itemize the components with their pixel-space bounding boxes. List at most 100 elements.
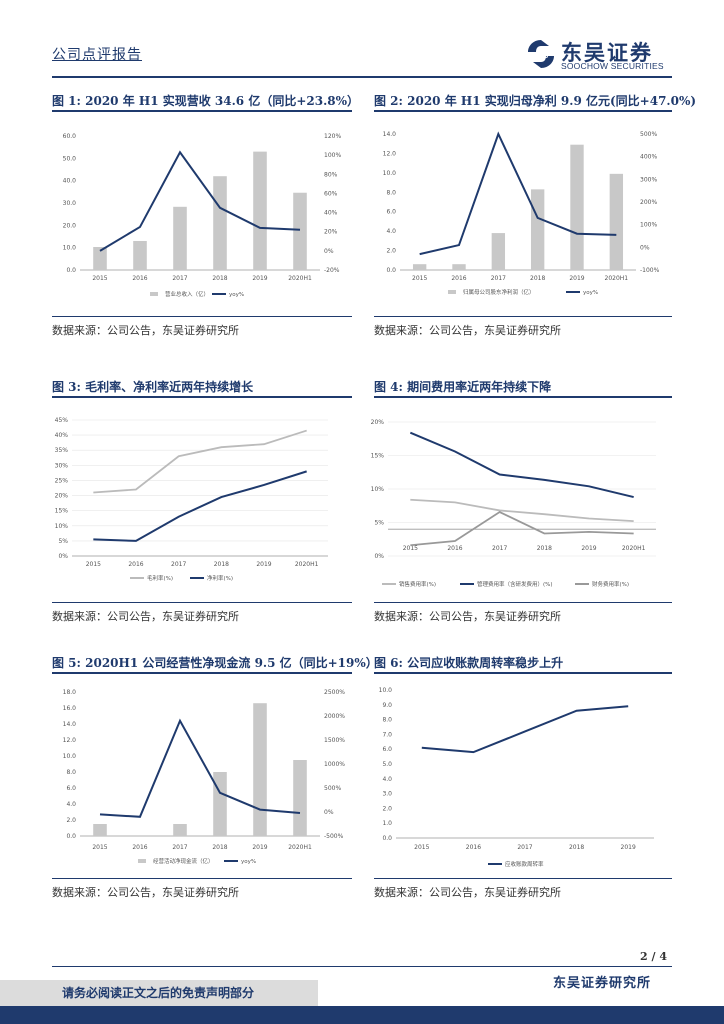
x-tick-label: 2015	[86, 561, 101, 568]
x-tick-label: 2017	[171, 561, 186, 568]
x-tick-label: 2016	[447, 545, 462, 552]
series-line	[99, 718, 301, 818]
y-tick-label: 2.0	[386, 248, 396, 255]
legend-label: yoy%	[241, 859, 256, 865]
bar	[412, 264, 427, 270]
logo-mark-text: SCS	[534, 53, 549, 60]
figure-4-source-rule	[374, 602, 672, 603]
x-tick-label: 2018	[569, 844, 584, 851]
y2-tick-label: 0%	[324, 809, 334, 816]
figure-1-source-rule	[52, 316, 352, 317]
figure-5-source-rule	[52, 878, 352, 879]
legend-label: 经营活动净现金流（亿）	[153, 857, 214, 865]
x-tick-label: 2017	[492, 545, 507, 552]
y-tick-label: 15%	[371, 453, 385, 460]
footer-disclaimer-box	[0, 980, 318, 1006]
x-tick-label: 2020H1	[622, 545, 646, 552]
logo-name-en: SOOCHOW SECURITIES	[561, 61, 664, 71]
figure-5-chart: 0.0 2.0 4.0 6.0 8.0 10.0 12.0 14.0 16.0 18.0 -500%…	[63, 689, 346, 865]
legend-label: 销售费用率(%)	[399, 580, 436, 588]
figure-3-source-rule	[52, 602, 352, 603]
y-tick-label: 5%	[58, 538, 68, 545]
figure-3-title: 图 3: 毛利率、净利率近两年持续增长	[52, 380, 254, 394]
figure-6-source-rule	[374, 878, 672, 879]
legend-label: 归属母公司股东净利润（亿）	[463, 288, 535, 296]
x-tick-label: 2015	[403, 545, 418, 552]
y-tick-label: 30%	[55, 462, 69, 469]
series-line	[410, 511, 634, 547]
y-tick-label: 40%	[55, 432, 69, 439]
figure-2-source-rule	[374, 316, 672, 317]
y2-tick-label: 20%	[324, 229, 338, 236]
y-tick-label: 12.0	[383, 150, 397, 157]
y-tick-label: 0.0	[66, 267, 76, 274]
y2-tick-label: 2500%	[324, 689, 345, 696]
figure-6-chart: 0.0 1.0 2.0 3.0 4.0 5.0 6.0 7.0 8.0 9.0 10.0 2015 20…	[379, 687, 654, 868]
y-tick-label: 16.0	[63, 705, 77, 712]
footer-institution: 东吴证券研究所	[553, 976, 652, 991]
figure-5-title: 图 5: 2020H1 公司经营性净现金流 9.5 亿（同比+19%）	[52, 656, 378, 670]
x-tick-label: 2015	[92, 275, 107, 282]
y-tick-label: 14.0	[63, 721, 77, 728]
y-tick-label: 40.0	[63, 178, 77, 185]
y-tick-label: 0%	[374, 553, 384, 560]
x-tick-label: 2016	[132, 275, 147, 282]
y-tick-label: 1.0	[382, 820, 392, 827]
bar	[452, 264, 466, 270]
y-tick-label: 0%	[58, 553, 68, 560]
y2-tick-label: -100%	[640, 267, 660, 274]
y-tick-label: 20%	[371, 419, 385, 426]
y-tick-label: 4.0	[386, 228, 396, 235]
figure-1-rule	[52, 110, 352, 112]
legend-label: 营业总收入（亿）	[165, 290, 209, 298]
y-tick-label: 0.0	[66, 833, 76, 840]
x-tick-label: 2018	[214, 561, 229, 568]
y-tick-label: 20%	[55, 493, 69, 500]
bar	[173, 824, 187, 836]
x-tick-label: 2015	[92, 844, 107, 851]
y-tick-label: 3.0	[382, 791, 392, 798]
figure-4-chart: 0% 5% 10% 15% 20% 2015 2016 2017 2018 2019 2020H1 销…	[371, 419, 656, 588]
bar	[491, 233, 506, 270]
x-tick-label: 2018	[212, 844, 227, 851]
figure-1-title: 图 1: 2020 年 H1 实现营收 34.6 亿（同比+23.8%）	[52, 94, 360, 108]
y-tick-label: 10%	[55, 523, 69, 530]
y-tick-label: 60.0	[63, 133, 77, 140]
y2-tick-label: -500%	[324, 833, 344, 840]
footer-rule	[52, 966, 672, 967]
x-tick-label: 2019	[569, 275, 584, 282]
bar	[173, 206, 187, 270]
bar	[93, 246, 107, 270]
legend-label: 净利率(%)	[207, 574, 233, 582]
y2-tick-label: 100%	[640, 222, 657, 229]
x-tick-label: 2019	[252, 844, 267, 851]
logo-mark-icon: SCS	[528, 40, 554, 68]
y-tick-label: 2.0	[66, 817, 76, 824]
x-tick-label: 2020H1	[288, 844, 312, 851]
legend-label: yoy%	[583, 290, 598, 296]
x-tick-label: 2017	[491, 275, 506, 282]
y2-tick-label: 40%	[324, 210, 338, 217]
series-line	[409, 431, 634, 499]
y-tick-label: 10%	[371, 486, 385, 493]
series-line	[421, 705, 629, 754]
figure-6-title: 图 6: 公司应收账款周转率稳步上升	[374, 656, 564, 670]
y-tick-label: 10.0	[63, 245, 77, 252]
y-tick-label: 9.0	[382, 702, 392, 709]
x-tick-label: 2015	[414, 844, 429, 851]
y2-tick-label: 500%	[324, 785, 341, 792]
y2-tick-label: 60%	[324, 190, 338, 197]
figure-2-title: 图 2: 2020 年 H1 实现归母净利 9.9 亿元(同比+47.0%)	[374, 94, 697, 108]
figure-1-source: 数据来源：公司公告，东吴证券研究所	[52, 324, 239, 337]
y-tick-label: 10.0	[63, 753, 77, 760]
y2-tick-label: 100%	[324, 152, 341, 159]
y-tick-label: 6.0	[66, 785, 76, 792]
y-tick-label: 5%	[374, 520, 384, 527]
y-tick-label: 8.0	[386, 189, 396, 196]
y2-tick-label: 500%	[640, 131, 657, 138]
y2-tick-label: 0%	[640, 244, 650, 251]
y2-tick-label: 200%	[640, 199, 657, 206]
x-tick-label: 2019	[581, 545, 596, 552]
y2-tick-label: 80%	[324, 171, 338, 178]
y-tick-label: 7.0	[382, 731, 392, 738]
